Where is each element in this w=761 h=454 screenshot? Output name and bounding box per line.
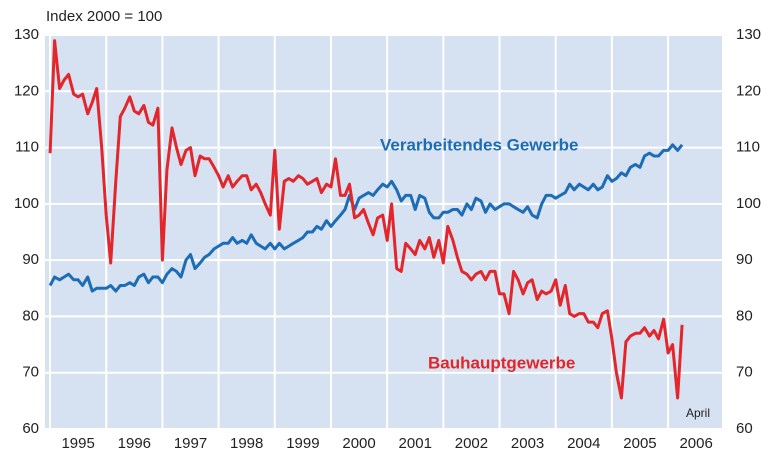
x-tick-label: 2002 [455,435,488,452]
y2-tick-label: 60 [736,420,753,437]
y2-tick-label: 90 [736,251,753,268]
x-tick-label: 1996 [118,435,151,452]
x-tick-label: 1999 [286,435,319,452]
chart-title: Index 2000 = 100 [46,8,162,25]
x-tick-label: 2005 [623,435,656,452]
x-tick-label: 2001 [399,435,432,452]
annotation: April [686,406,710,420]
series-line [48,39,684,400]
series-label: Verarbeitendes Gewerbe [380,135,578,154]
y-tick-label: 130 [14,26,39,43]
y-tick-label: 80 [22,307,39,324]
y2-tick-label: 100 [736,195,761,212]
x-tick-label: 2006 [679,435,712,452]
y-tick-label: 110 [15,139,39,156]
y2-tick-label: 70 [736,364,753,381]
x-tick-label: 2004 [567,435,600,452]
y-tick-label: 70 [22,364,39,381]
x-tick-label: 2000 [342,435,375,452]
y-tick-label: 60 [22,420,39,437]
y-tick-label: 120 [14,82,39,99]
y2-tick-label: 120 [736,82,761,99]
y2-tick-label: 80 [736,307,753,324]
series-label: Bauhauptgewerbe [428,353,575,372]
x-tick-label: 1995 [61,435,94,452]
plot-background [45,35,722,429]
y-tick-label: 90 [22,251,39,268]
x-tick-label: 2003 [511,435,544,452]
y2-tick-label: 130 [736,26,761,43]
x-tick-label: 1998 [230,435,263,452]
series-line [48,143,684,293]
y2-tick-label: 110 [736,139,760,156]
y-tick-label: 100 [14,195,39,212]
x-tick-label: 1997 [174,435,207,452]
